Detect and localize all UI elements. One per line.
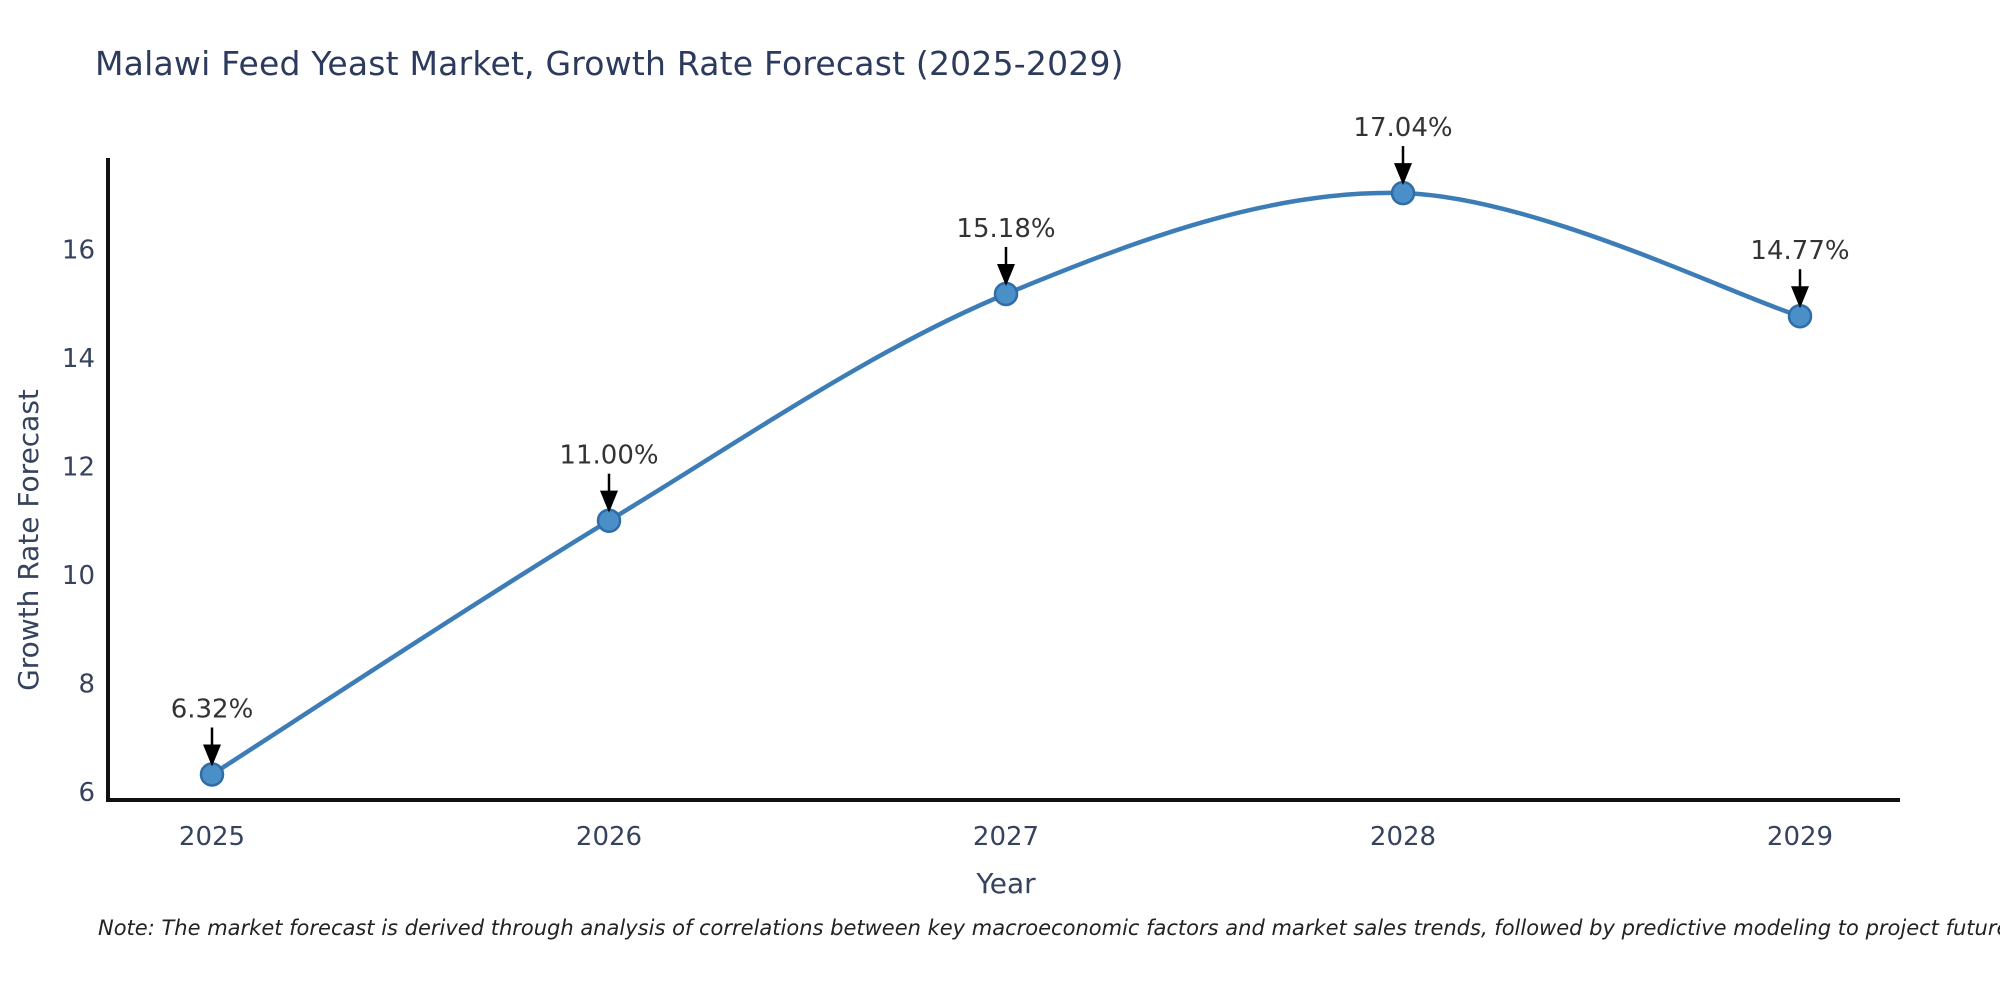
data-point-marker [993,281,1019,307]
annotation-label: 11.00% [559,441,658,471]
footnote: Note: The market forecast is derived thr… [98,916,2000,940]
x-tick-label: 2029 [1767,822,1833,852]
data-point-marker [1787,303,1813,329]
y-tick-label: 12 [62,452,95,482]
x-tick-label: 2028 [1370,822,1436,852]
data-point-marker [1390,180,1416,206]
annotation-arrow-head [997,263,1015,286]
y-tick-label: 6 [78,778,95,808]
annotation-label: 17.04% [1353,113,1452,143]
annotation-label: 6.32% [171,695,254,725]
annotation-arrow-head [1791,286,1809,309]
annotation-label: 14.77% [1750,236,1849,266]
data-point-marker [199,762,225,787]
annotation-arrow-head [203,744,221,767]
annotation-label: 15.18% [956,214,1055,244]
annotation-group: 6.32% 11.00% 15.18% 17.04% 14.77% [171,113,1850,767]
y-tick-label: 8 [78,669,95,699]
y-tick-label: 16 [62,236,95,266]
x-axis-title: Year [975,867,1036,900]
x-tick-label: 2026 [576,822,642,852]
data-point-marker [596,508,622,533]
annotation-arrow-head [600,490,618,513]
chart-title: Malawi Feed Yeast Market, Growth Rate Fo… [95,44,1124,83]
x-tick-label: 2025 [179,822,245,852]
x-tick-labels: 2025 2026 2027 2028 2029 [179,822,1833,852]
y-axis-title: Growth Rate Forecast [12,389,45,691]
y-tick-label: 14 [62,344,95,374]
x-tick-label: 2027 [973,822,1039,852]
y-tick-label: 10 [62,561,95,591]
axis-spines [106,158,1900,802]
y-tick-labels: 6 8 10 12 14 16 [62,236,95,808]
annotation-arrow-head [1394,163,1412,186]
